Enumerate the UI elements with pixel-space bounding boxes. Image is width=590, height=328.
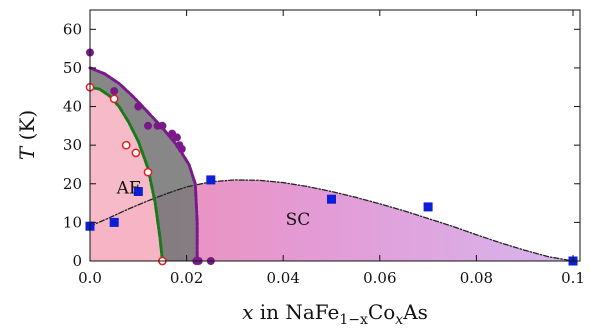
x-tick-label: 0.02 — [170, 269, 203, 287]
y-tick-label: 30 — [63, 136, 82, 154]
data-point-open-circle — [121, 140, 131, 150]
af-region — [90, 87, 163, 261]
x-axis-label-sub: 1−x — [339, 312, 368, 328]
y-tick-label: 0 — [72, 252, 82, 270]
data-point-filled-circle — [177, 145, 186, 153]
curve-sc-dome — [89, 179, 574, 262]
region-label-sc: SC — [286, 210, 311, 230]
data-point-open-circle — [143, 167, 153, 177]
y-tick-label: 40 — [63, 98, 82, 116]
y-tick-label: 60 — [63, 20, 82, 38]
x-axis-label-sub2: x — [395, 312, 403, 328]
y-axis-ticks: 0 10 20 30 40 50 60 — [63, 20, 580, 270]
x-tick-label: 0.08 — [460, 269, 493, 287]
data-point-open-circle — [131, 148, 141, 158]
x-axis-label-text3: As — [402, 300, 428, 324]
data-point-filled-circle — [144, 121, 152, 130]
x-axis-label-text2: Co — [368, 300, 395, 324]
region-label-af: AF — [116, 178, 141, 198]
x-axis-ticks: 0.0 0.02 0.04 0.06 0.08 0.1 — [78, 10, 585, 287]
data-point-square — [423, 202, 433, 212]
phase-regions — [90, 67, 573, 262]
x-axis-label-var: x — [242, 300, 253, 324]
x-axis-label-text: in NaFe — [253, 300, 339, 324]
data-point-filled-circle — [110, 87, 119, 96]
data-point-filled-circle — [172, 133, 181, 142]
data-point-filled-circle — [134, 102, 143, 111]
y-axis-label: T (K) — [15, 110, 39, 160]
x-tick-label: 0.04 — [266, 269, 299, 287]
coexistence-region — [90, 67, 198, 262]
y-axis-label-var: T — [15, 145, 39, 160]
data-point-square — [206, 175, 216, 185]
x-axis-label: x in NaFe1−xCoxAs — [242, 300, 428, 328]
y-tick-label: 20 — [63, 175, 82, 193]
sc-region — [90, 179, 573, 261]
x-tick-label: 0.1 — [561, 269, 585, 287]
x-tick-label: 0.06 — [363, 269, 396, 287]
data-point-filled-circle — [158, 121, 167, 130]
data-point-square — [133, 187, 143, 196]
y-tick-label: 10 — [63, 213, 82, 231]
data-point-open-circle — [109, 94, 119, 104]
data-point-square — [109, 217, 119, 227]
y-tick-label: 50 — [63, 59, 82, 77]
data-points — [85, 48, 578, 266]
plot-frame — [89, 9, 581, 262]
y-axis-label-text: (K) — [15, 110, 39, 147]
curve-af-boundary — [88, 85, 164, 263]
data-point-square — [327, 194, 336, 204]
x-tick-label: 0.0 — [78, 269, 102, 287]
